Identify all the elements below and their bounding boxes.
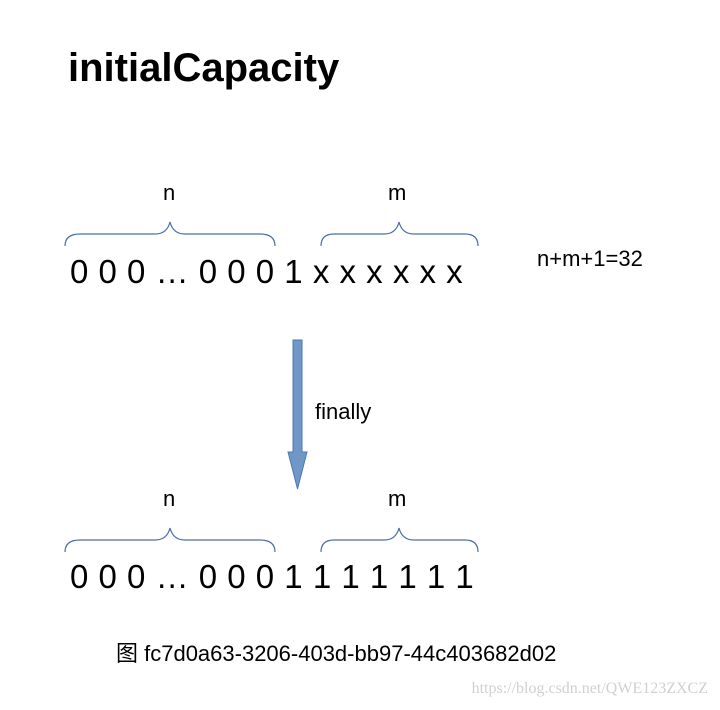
top-m-brace [320, 221, 479, 247]
bottom-n-brace [64, 527, 276, 553]
bottom-bit-sequence: 0 0 0 … 0 0 0 1 1 1 1 1 1 1 [70, 558, 475, 595]
top-bit-sequence: 0 0 0 … 0 0 0 1 x x x x x x [70, 253, 464, 290]
figure-caption: 图 fc7d0a63-3206-403d-bb97-44c403682d02 [116, 641, 557, 666]
top-m-label: m [388, 180, 407, 205]
diagram-title: initialCapacity [68, 46, 340, 90]
watermark: https://blog.csdn.net/QWE123ZXCZ [471, 680, 708, 697]
bottom-m-brace [320, 527, 479, 553]
bottom-n-label: n [163, 486, 176, 511]
bottom-m-label: m [388, 486, 407, 511]
top-n-label: n [163, 180, 176, 205]
length-equation: n+m+1=32 [537, 246, 643, 271]
down-arrow [287, 339, 308, 490]
top-n-brace [64, 221, 276, 247]
arrow-label: finally [315, 399, 372, 424]
